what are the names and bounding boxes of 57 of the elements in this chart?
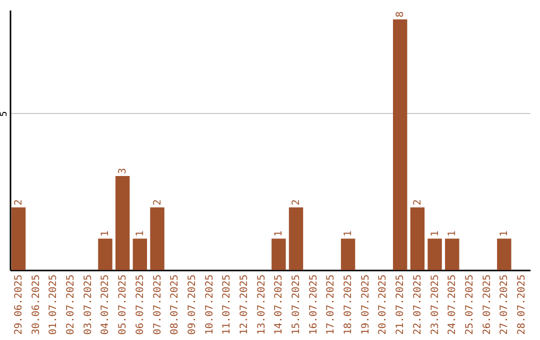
y-tick-label: 5: [0, 111, 10, 117]
x-tick-label: 28.07.2025: [516, 274, 528, 335]
x-tick-label: 30.06.2025: [30, 274, 42, 335]
data-label: 1: [499, 230, 510, 237]
x-tick-label: 02.07.2025: [66, 274, 77, 335]
x-tick-label: 07.07.2025: [152, 274, 164, 335]
x-tick-label: 06.07.2025: [134, 274, 146, 335]
x-tick-label: 04.07.2025: [100, 274, 112, 335]
bar: [497, 238, 512, 270]
data-label: 2: [152, 199, 164, 206]
x-tick-label: 08.07.2025: [170, 274, 181, 335]
data-label: 3: [118, 168, 129, 174]
x-tick-label: 18.07.2025: [343, 274, 354, 335]
x-tick-label: 25.07.2025: [464, 274, 476, 335]
x-tick-label: 01.07.2025: [48, 274, 60, 335]
x-tick-label: 03.07.2025: [82, 274, 94, 335]
x-tick-label: 22.07.2025: [412, 274, 424, 335]
x-tick-label: 13.07.2025: [256, 274, 268, 335]
data-label: 1: [274, 230, 285, 237]
data-label: 1: [447, 230, 458, 237]
data-label: 8: [395, 11, 406, 18]
bar: [392, 19, 408, 270]
data-label: 1: [134, 230, 146, 237]
x-tick-label: 14.07.2025: [274, 274, 285, 335]
data-label: 2: [412, 199, 424, 206]
x-tick-label: 29.06.2025: [14, 274, 24, 335]
x-tick-label: 09.07.2025: [186, 274, 198, 335]
data-label: 1: [343, 230, 354, 237]
bar: [288, 207, 304, 270]
x-tick-label: 11.07.2025: [222, 274, 233, 335]
bar: [98, 238, 112, 270]
data-label: 1: [430, 230, 441, 237]
bar: [340, 238, 356, 270]
x-tick-label: 27.07.2025: [499, 274, 510, 335]
x-tick-label: 10.07.2025: [204, 274, 216, 335]
x-tick-label: 12.07.2025: [238, 274, 250, 335]
data-label: 2: [291, 199, 302, 206]
data-label: 2: [14, 199, 24, 206]
bar: [11, 207, 26, 270]
x-tick-label: 17.07.2025: [326, 274, 337, 335]
x-tick-label: 20.07.2025: [378, 274, 389, 335]
x-tick-label: 15.07.2025: [291, 274, 302, 335]
x-tick-label: 21.07.2025: [395, 274, 406, 335]
bar: [428, 238, 442, 270]
x-tick-label: 19.07.2025: [360, 274, 372, 335]
x-tick-label: 05.07.2025: [118, 274, 129, 335]
x-tick-label: 24.07.2025: [447, 274, 458, 335]
x-tick-label: 26.07.2025: [482, 274, 493, 335]
bar: [272, 238, 286, 270]
bar: [150, 207, 164, 270]
bar: [132, 238, 148, 270]
data-label: 1: [100, 230, 112, 237]
bar: [445, 238, 460, 270]
x-tick-label: 16.07.2025: [308, 274, 320, 335]
x-tick-label: 23.07.2025: [430, 274, 441, 335]
bar: [410, 207, 425, 270]
bar: [115, 176, 130, 270]
